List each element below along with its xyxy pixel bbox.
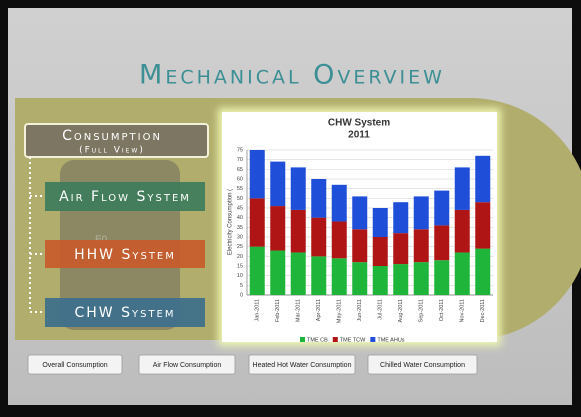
- bar-segment: [454, 252, 470, 295]
- y-tick-label: 55: [237, 186, 243, 192]
- y-tick-label: 70: [237, 157, 243, 163]
- button-label: Overall Consumption: [42, 362, 107, 369]
- bar-segment: [352, 262, 368, 295]
- legend-label: TME TCW: [340, 337, 366, 343]
- bar-segment: [311, 217, 327, 257]
- button-label: Heated Hot Water Consumption: [253, 362, 352, 369]
- button-label: Chilled Water Consumption: [380, 362, 465, 369]
- bar-segment: [249, 150, 265, 199]
- y-tick-label: 50: [237, 196, 243, 202]
- y-tick-label: 5: [240, 283, 243, 289]
- bar-segment: [372, 266, 388, 295]
- button-face: [367, 354, 478, 375]
- bar-segment: [413, 196, 429, 230]
- bar-segment: [311, 179, 327, 218]
- button[interactable]: Chilled Water Consumption: [367, 354, 478, 375]
- bar-segment: [331, 184, 347, 222]
- bar-segment: [434, 225, 450, 261]
- page-title: Mechanical Overview: [139, 60, 445, 91]
- menu-item[interactable]: HHW System: [45, 240, 205, 268]
- bar-segment: [290, 167, 306, 210]
- bar-segment: [475, 155, 491, 203]
- legend-label: TME AHUs: [377, 337, 404, 343]
- chart-title: CHW System: [328, 118, 390, 129]
- menu-label: HHW System: [74, 247, 176, 263]
- x-tick-label: Aug-2011: [398, 299, 404, 322]
- bar-segment: [372, 208, 388, 237]
- bar-segment: [454, 167, 470, 210]
- bar-segment: [413, 229, 429, 263]
- bar-segment: [249, 198, 265, 247]
- bar-segment: [290, 209, 306, 253]
- legend-label: TME CB: [307, 337, 328, 343]
- x-tick-label: Jun-2011: [357, 299, 363, 322]
- button-face: [248, 354, 356, 375]
- chart-subtitle: 2011: [348, 130, 370, 141]
- button-face: [27, 354, 123, 375]
- y-axis-label: Electricity Consumption (: [228, 189, 234, 255]
- y-tick-label: 75: [237, 147, 243, 153]
- y-tick-label: 0: [240, 292, 243, 298]
- bar-segment: [434, 190, 450, 226]
- bar-segment: [413, 262, 429, 295]
- x-tick-label: Sep-2011: [419, 299, 425, 322]
- button[interactable]: Heated Hot Water Consumption: [248, 354, 356, 375]
- button[interactable]: Air Flow Consumption: [138, 354, 236, 375]
- x-tick-label: Feb-2011: [275, 299, 281, 322]
- y-tick-label: 40: [237, 215, 243, 221]
- button-label: Air Flow Consumption: [153, 362, 222, 369]
- x-tick-label: Jul-2011: [378, 299, 384, 320]
- bar-segment: [393, 233, 409, 265]
- bar-segment: [475, 202, 491, 249]
- bar-segment: [475, 248, 491, 295]
- y-tick-label: 25: [237, 244, 243, 250]
- button-bar: Overall Consumption Air Flow Consumption H…: [27, 354, 478, 375]
- bar-segment: [393, 202, 409, 234]
- bar-segment: [331, 221, 347, 259]
- legend-swatch: [300, 337, 305, 342]
- bar-segment: [331, 258, 347, 295]
- bar-segment: [352, 196, 368, 230]
- x-tick-label: May-2011: [337, 299, 343, 323]
- menu-item[interactable]: Consumption (Full View): [24, 123, 209, 158]
- y-tick-label: 10: [237, 273, 243, 279]
- bar-segment: [270, 206, 286, 251]
- button-face: [138, 354, 236, 375]
- bar-segment: [393, 264, 409, 295]
- bar-segment: [352, 229, 368, 263]
- x-tick-label: Jan-2011: [255, 299, 261, 322]
- x-tick-label: Apr-2011: [316, 299, 322, 321]
- bar-segment: [454, 209, 470, 253]
- menu-item[interactable]: Air Flow System: [45, 182, 205, 211]
- bar-segment: [270, 161, 286, 207]
- menu-item[interactable]: CHW System: [45, 298, 205, 327]
- y-tick-label: 30: [237, 234, 243, 240]
- bar-segment: [290, 252, 306, 295]
- menu-sublabel: (Full View): [79, 146, 145, 156]
- y-tick-label: 35: [237, 225, 243, 231]
- plot: 0 5 10 15 20 25 30 35 40 45 50 55 60 65 70 75 Jan-2011 Fe…: [237, 147, 493, 343]
- x-tick-label: Nov-2011: [460, 299, 466, 322]
- menu-label: Consumption: [62, 128, 162, 144]
- y-tick-label: 20: [237, 254, 243, 260]
- legend-swatch: [332, 337, 338, 342]
- bar-segment: [372, 237, 388, 266]
- y-tick-label: 15: [237, 263, 243, 269]
- bar-segment: [249, 246, 265, 295]
- legend-swatch: [370, 337, 376, 342]
- x-tick-label: Mar-2011: [296, 299, 302, 322]
- button[interactable]: Overall Consumption: [27, 354, 123, 375]
- menu-label: Air Flow System: [59, 189, 191, 205]
- x-tick-label: Dec-2011: [480, 299, 486, 322]
- x-tick-label: Oct-2011: [439, 299, 445, 321]
- y-tick-label: 60: [237, 176, 243, 182]
- y-tick-label: 45: [237, 205, 243, 211]
- menu-label: CHW System: [75, 305, 176, 321]
- y-tick-label: 65: [237, 167, 243, 173]
- bar-segment: [311, 256, 327, 295]
- bar-segment: [434, 260, 450, 295]
- bar-segment: [270, 250, 286, 295]
